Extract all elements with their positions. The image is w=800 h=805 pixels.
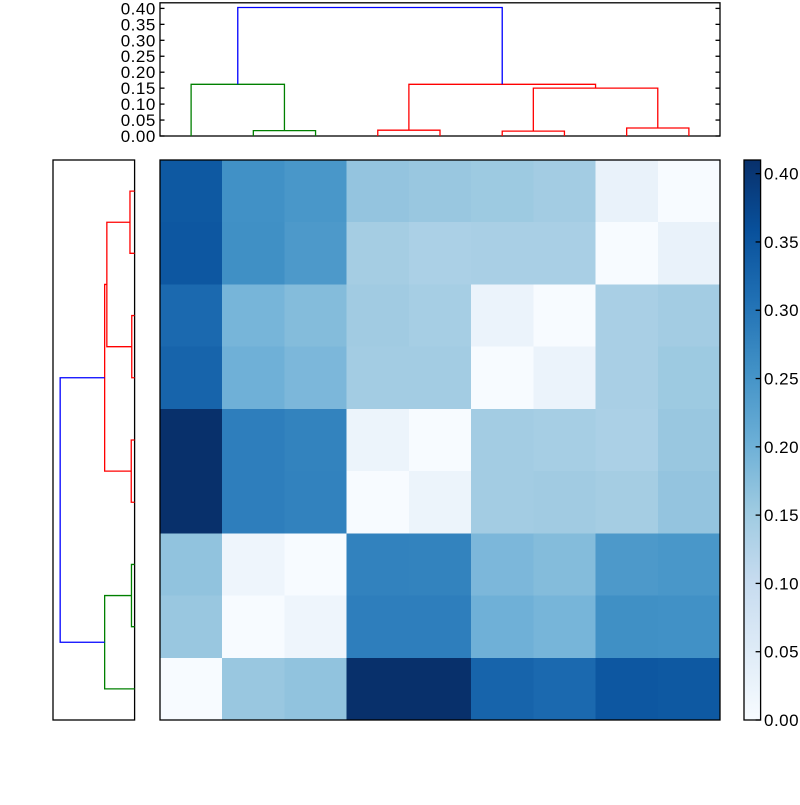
svg-text:0.10: 0.10: [764, 574, 799, 593]
svg-text:0.10: 0.10: [121, 95, 156, 114]
svg-text:0.20: 0.20: [121, 63, 156, 82]
svg-text:0.25: 0.25: [764, 369, 799, 388]
svg-text:0.00: 0.00: [121, 127, 156, 146]
svg-text:0.05: 0.05: [764, 643, 799, 662]
svg-text:0.15: 0.15: [764, 506, 799, 525]
svg-text:0.20: 0.20: [764, 438, 799, 457]
svg-text:0.40: 0.40: [121, 0, 156, 18]
svg-text:0.15: 0.15: [121, 79, 156, 98]
svg-text:0.35: 0.35: [121, 15, 156, 34]
svg-text:0.40: 0.40: [764, 165, 799, 184]
svg-text:0.30: 0.30: [764, 301, 799, 320]
svg-text:0.35: 0.35: [764, 233, 799, 252]
svg-text:0.00: 0.00: [764, 711, 799, 730]
svg-text:0.05: 0.05: [121, 111, 156, 130]
svg-text:0.25: 0.25: [121, 47, 156, 66]
svg-text:0.30: 0.30: [121, 31, 156, 50]
